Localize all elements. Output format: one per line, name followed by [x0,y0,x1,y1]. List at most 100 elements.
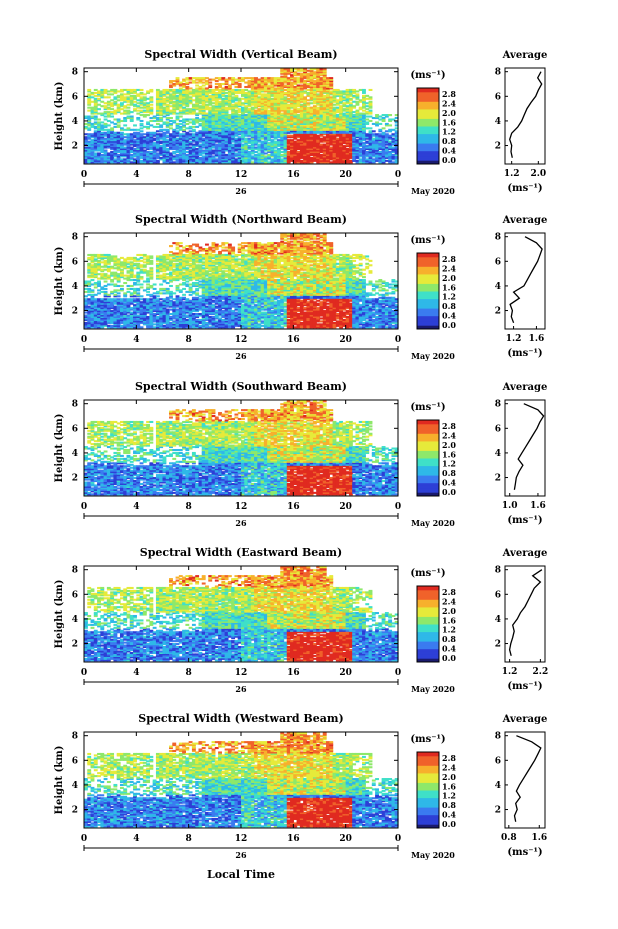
chart-panel-1: Spectral Width (Vertical Beam) 2 4 6 8 Height… [54,48,547,196]
average-profile: Average 2 4 6 8 1.2 2.0 (ms⁻¹) [495,50,548,194]
heatmap-cell [234,95,238,97]
heatmap-cell [97,118,101,120]
heatmap-cell [104,149,108,151]
heatmap-cell [369,127,373,129]
heatmap-cell [136,292,140,294]
colorbar-tick-label: 2.8 [442,89,456,99]
heatmap-cell [120,285,124,287]
colorbar-tick-label: 2.0 [442,108,456,118]
heatmap-cell [176,77,180,79]
colorbar-tick-label: 0.4 [442,146,456,156]
colorbar-tick-label: 0.0 [442,155,456,165]
heatmap-cell [91,279,95,281]
average-y-tick-label: 6 [495,92,501,102]
heatmap-cell [113,255,117,257]
y-tick-label: 8 [72,68,78,78]
heatmap-cell [140,286,144,288]
heatmap-cell [369,96,373,98]
average-x-label: (ms⁻¹) [507,183,542,194]
heatmap-cell [369,101,373,103]
heatmap-cell [388,114,392,116]
heatmap-cell [369,89,373,91]
heatmap-cell [110,116,114,118]
heatmap-cell [149,89,153,91]
heatmap-cell [238,83,242,85]
heatmap-cell [179,116,183,118]
heatmap-cell [107,124,111,126]
day-label: 26 [235,186,247,196]
colorbar-tick-label: 1.2 [442,127,456,137]
heatmap-cell [136,117,140,119]
y-tick-label: 6 [72,92,78,102]
heatmap-cell [117,292,121,294]
average-y-tick-label: 2 [495,142,501,152]
heatmap-cell [362,89,366,91]
date-label: May 2020 [411,186,455,196]
heatmap-cell [140,276,144,278]
heatmap-cell [140,120,144,122]
heatmap-cell [355,93,359,95]
heatmap-cell [388,124,392,126]
average-y-tick-label: 4 [495,117,501,127]
x-tick-label: 4 [133,170,139,180]
heatmap-cell [149,107,153,109]
heatmap-cell [104,288,108,290]
heatmap-cell [123,282,127,284]
heatmap-cell [140,89,144,91]
heatmap-cell [169,117,173,119]
x-tick-label: 16 [287,170,300,180]
x-tick-label: 20 [339,170,352,180]
heatmap-cell [127,107,131,109]
heatmap-cell [382,127,386,129]
spectral-width-figure: Spectral Width (Vertical Beam) 2 4 6 8 Height… [0,0,618,929]
heatmap-cell [378,123,382,125]
colorbar-unit-label: (ms⁻¹) [410,70,445,81]
heatmap-cell [87,89,91,91]
x-tick-label: 8 [186,170,192,180]
heatmap-cell [323,68,327,70]
heatmap-cell [149,104,153,106]
x-tick-label: 0 [81,170,87,180]
heatmap-cell [369,120,373,122]
y-axis-label: Height (km) [54,82,65,151]
chart-title: Spectral Width (Vertical Beam) [144,48,337,61]
y-tick-label: 2 [72,142,78,152]
heatmap-cell [140,295,144,297]
heatmap-cell [123,124,127,126]
heatmap-cell [107,96,111,98]
heatmap-cell [369,110,373,112]
average-line [510,72,542,158]
heatmap-cell [133,124,137,126]
average-title: Average [502,50,548,61]
heatmap-cell [140,123,144,125]
heatmap-cell [208,82,212,84]
colorbar: 0.00.40.81.21.62.02.42.8 [417,88,456,165]
average-x-tick-label: 2.0 [530,169,546,179]
heatmap-cell [140,130,144,132]
heatmap-cells [84,68,399,163]
heatmap-cell [372,130,376,132]
colorbar-tick-label: 2.4 [442,98,456,108]
x-tick-label: 0 [395,170,401,180]
x-tick-label: 12 [235,170,248,180]
heatmap-cell [117,295,121,297]
heatmap-cell [94,116,98,118]
chart-panel-2: Spectral Width (Northward Beam)2468Heigh… [54,213,547,361]
heatmap-cell [149,96,153,98]
heatmap-cell [329,77,333,79]
average-y-tick-label: 8 [495,68,501,78]
heatmap-cell [140,283,144,285]
heatmap-cell [97,108,101,110]
heatmap-cell [104,281,108,283]
heatmap-cell [91,289,95,291]
colorbar-tick-label: 1.6 [442,117,456,127]
average-x-tick-label: 1.2 [504,169,520,179]
heatmap-cell [120,288,124,290]
heatmap-cells [84,233,399,328]
chart-title: Spectral Width (Northward Beam) [135,213,347,226]
heatmap-cell [192,129,196,131]
heatmap-cell [130,116,134,118]
heatmap-cell [104,291,108,293]
y-tick-label: 4 [72,117,78,127]
heatmap-cell [208,84,212,86]
